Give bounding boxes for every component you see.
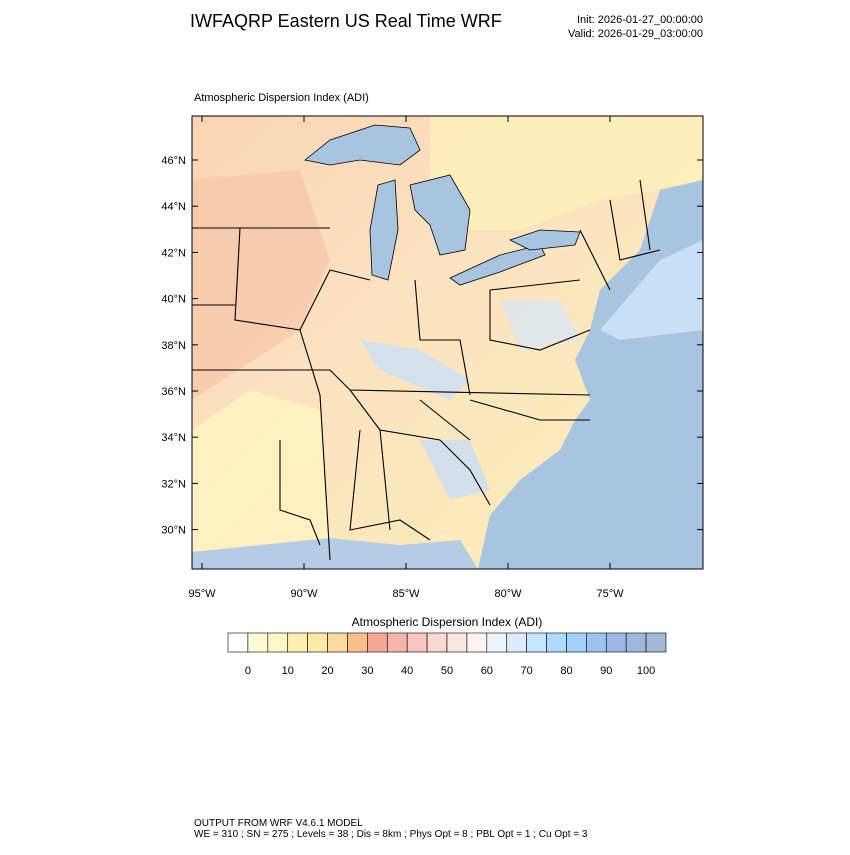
colorbar-label: 80: [560, 665, 572, 677]
colorbar-label: 20: [321, 665, 333, 677]
colorbar-box: [546, 632, 567, 653]
region-shade: [360, 340, 470, 400]
colorbar-label: 70: [521, 665, 533, 677]
colorbar-box: [645, 632, 667, 653]
lat-label: 30°N: [161, 525, 186, 537]
colorbar-box: [247, 632, 269, 653]
colorbar-label: 0: [245, 665, 251, 677]
lat-label: 40°N: [161, 294, 186, 306]
lat-label: 38°N: [161, 340, 186, 352]
colorbar-box: [446, 632, 468, 653]
colorbar-box: [227, 632, 249, 653]
colorbar-label: 100: [637, 665, 655, 677]
title: IWFAQRP Eastern US Real Time WRF: [190, 11, 502, 31]
colorbar-box: [526, 632, 547, 653]
colorbar-box: [367, 632, 388, 653]
colorbar-box: [386, 632, 408, 653]
lon-label: 95°W: [188, 588, 216, 600]
colorbar-box: [486, 632, 508, 653]
lon-label: 75°W: [596, 588, 624, 600]
colorbar-box: [426, 632, 448, 653]
colorbar-box: [466, 632, 488, 653]
colorbar-box: [347, 632, 368, 653]
colorbar-box: [586, 632, 607, 653]
lake-ontario: [508, 229, 581, 251]
colorbar-label: 40: [401, 665, 413, 677]
colorbar-box: [327, 632, 348, 653]
colorbar-label: 60: [481, 665, 493, 677]
colorbar-box: [307, 632, 328, 653]
lake-superior: [304, 124, 421, 166]
map-subtitle: Atmospheric Dispersion Index (ADI): [194, 92, 369, 104]
colorbar-box: [406, 632, 428, 653]
lat-label: 42°N: [161, 247, 186, 259]
lon-label: 80°W: [494, 588, 522, 600]
lat-label: 34°N: [161, 432, 186, 444]
map-frame: [191, 115, 704, 570]
region-shade: [430, 116, 703, 230]
footer-line: OUTPUT FROM WRF V4.6.1 MODEL: [194, 818, 363, 829]
region-shade: [500, 300, 580, 350]
colorbar-box: [566, 632, 587, 653]
colorbar-label: 10: [282, 665, 294, 677]
valid-time: Valid: 2026-01-29_03:00:00: [568, 28, 703, 40]
lat-label: 46°N: [161, 155, 186, 167]
colorbar: 0 10 20 30 40 50 60 70 80 90 100: [227, 632, 667, 677]
colorbar-label: 90: [600, 665, 612, 677]
lake-erie: [449, 244, 546, 286]
footer-line: WE = 310 ; SN = 275 ; Levels = 38 ; Dis …: [194, 829, 588, 840]
lat-label: 36°N: [161, 386, 186, 398]
init-time: Init: 2026-01-27_00:00:00: [577, 14, 703, 26]
lon-label: 90°W: [290, 588, 318, 600]
colorbar-box: [267, 632, 289, 653]
map-axes: 46°N 44°N 42°N 40°N 38°N 36°N 34°N 32°N 30°N 95°W…: [161, 116, 703, 600]
lon-label: 85°W: [392, 588, 420, 600]
colorbar-label: 30: [361, 665, 373, 677]
lat-label: 32°N: [161, 478, 186, 490]
map: [192, 116, 703, 569]
colorbar-label: 50: [441, 665, 453, 677]
colorbar-title: Atmospheric Dispersion Index (ADI): [352, 615, 543, 629]
lake-michigan: [369, 179, 399, 281]
region-shade: [192, 390, 330, 569]
gulf: [192, 538, 478, 569]
colorbar-box: [625, 632, 647, 653]
colorbar-box: [506, 632, 527, 653]
ocean-shade: [600, 240, 703, 340]
lat-label: 44°N: [161, 201, 186, 213]
colorbar-box: [287, 632, 308, 653]
colorbar-box: [605, 632, 627, 653]
lake-huron: [409, 174, 471, 256]
state-borders: [192, 179, 661, 561]
region-shade: [420, 440, 490, 500]
